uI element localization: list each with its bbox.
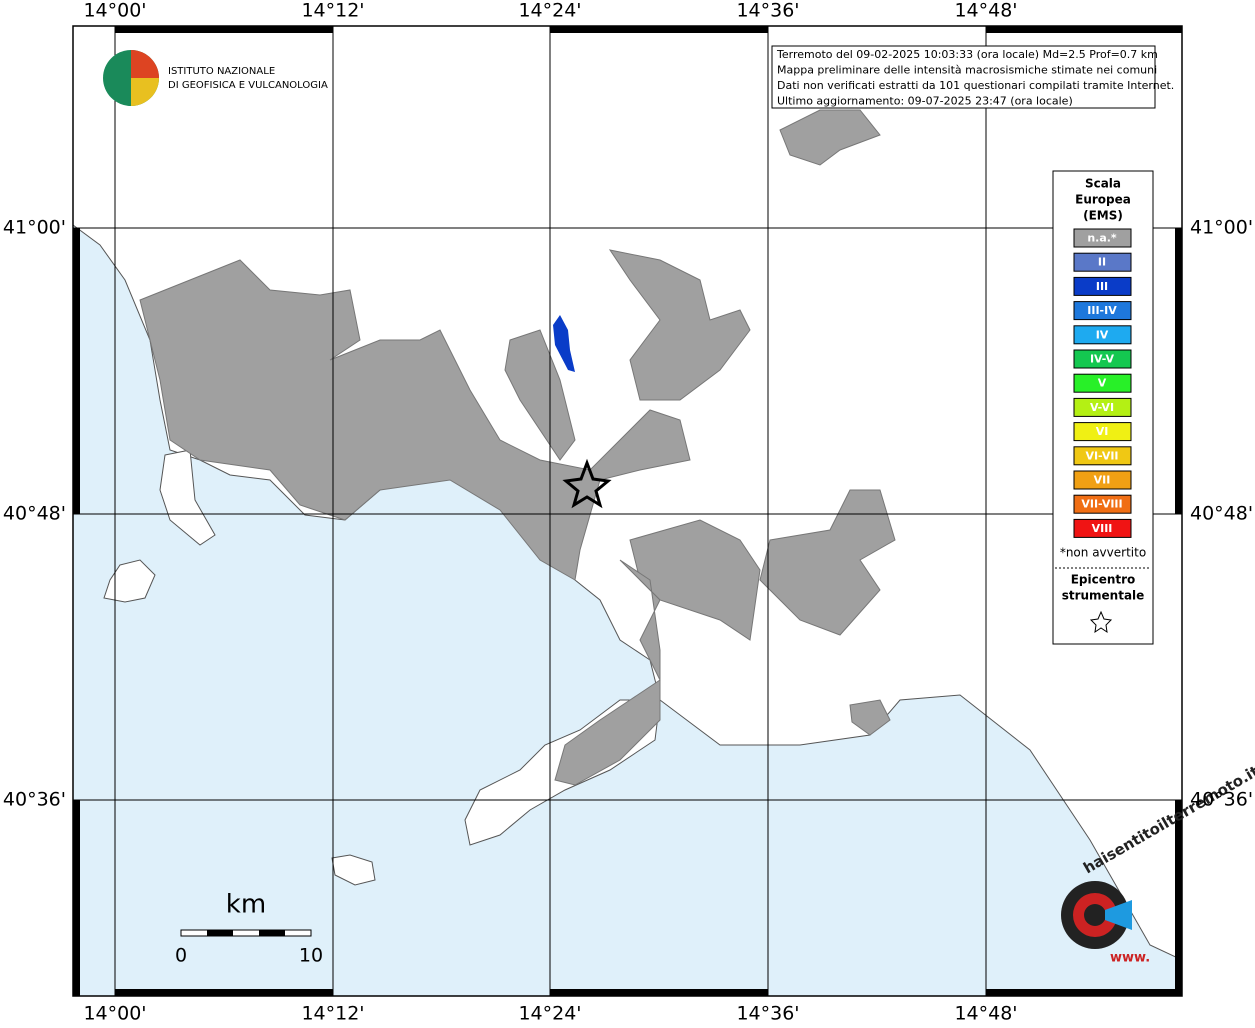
scale-label: 0 <box>175 945 187 967</box>
band <box>73 228 80 514</box>
latitude-label: 41°00' <box>3 217 66 239</box>
legend-swatch <box>1073 446 1132 466</box>
legend-label: VII <box>1094 474 1111 487</box>
scale-bar-segment <box>207 930 233 936</box>
gray-area <box>779 109 881 166</box>
latitude-label: 41°00' <box>1190 217 1253 239</box>
legend-label: VIII <box>1092 522 1113 535</box>
legend-label: VI-VII <box>1085 449 1118 462</box>
band <box>986 26 1182 33</box>
legend-title: Europea <box>1075 193 1131 207</box>
legend-label: VI <box>1096 425 1109 438</box>
logo-text: DI GEOFISICA E VULCANOLOGIA <box>168 80 328 91</box>
gray-area <box>759 489 896 636</box>
band <box>550 26 768 33</box>
longitude-label: 14°36' <box>736 1003 799 1025</box>
longitude-label: 14°00' <box>83 1003 146 1025</box>
info-box <box>771 45 1156 109</box>
longitude-label: 14°12' <box>301 1003 364 1025</box>
legend-swatch <box>1073 325 1132 345</box>
site-logo-ring <box>1084 904 1106 926</box>
legend-swatch <box>1073 301 1132 321</box>
logo-globe-part <box>131 50 159 78</box>
gray-area <box>849 699 891 736</box>
legend-swatch <box>1073 252 1132 272</box>
legend-star <box>1089 610 1113 634</box>
longitude-label: 14°36' <box>736 0 799 22</box>
latitude-label: 40°48' <box>3 503 66 525</box>
band <box>115 26 333 33</box>
longitude-label: 14°12' <box>301 0 364 22</box>
band <box>1175 228 1182 514</box>
band <box>115 989 333 996</box>
info-line: Ultimo aggiornamento: 09-07-2025 23:47 (… <box>777 95 1073 108</box>
legend-label: II <box>1098 256 1106 269</box>
longitude-label: 14°48' <box>954 1003 1017 1025</box>
latitude-label: 40°48' <box>1190 503 1253 525</box>
latitude-label: 40°36' <box>1190 789 1253 811</box>
legend-label: IV-V <box>1090 353 1115 366</box>
longitude-label: 14°24' <box>518 0 581 22</box>
legend-title: (EMS) <box>1083 209 1123 223</box>
graticule <box>73 26 1182 996</box>
legend-swatch <box>1073 494 1132 514</box>
legend-epicenter: Epicentro <box>1071 573 1136 587</box>
legend-label: III-IV <box>1087 304 1117 317</box>
legend-label: V <box>1098 377 1107 390</box>
legend-swatch <box>1073 397 1132 417</box>
epicenter-star <box>562 458 612 509</box>
info-line: Terremoto del 09-02-2025 10:03:33 (ora l… <box>776 48 1158 61</box>
legend-label: III <box>1096 280 1108 293</box>
legend-swatch <box>1073 373 1132 393</box>
legend-title: Scala <box>1085 177 1121 191</box>
legend-label: n.a.* <box>1087 232 1117 245</box>
info-line: Dati non verificati estratti da 101 ques… <box>777 79 1174 92</box>
longitude-label: 14°48' <box>954 0 1017 22</box>
legend-swatch <box>1073 470 1132 490</box>
logo-globe-part <box>131 78 159 106</box>
intensity-na-areas <box>139 109 896 786</box>
legend-swatch <box>1073 276 1132 296</box>
scale-label: 10 <box>299 945 323 967</box>
legend-epicenter: strumentale <box>1062 589 1145 603</box>
frame-bands <box>73 26 1182 996</box>
longitude-label: 14°24' <box>518 1003 581 1025</box>
scale-bar-segment <box>259 930 285 936</box>
gray-area <box>554 559 661 786</box>
gray-area <box>608 249 751 401</box>
logo-text: ISTITUTO NAZIONALE <box>168 66 275 77</box>
ischia <box>103 559 156 603</box>
miseno <box>159 449 216 546</box>
legend-swatch <box>1073 349 1132 369</box>
legend-swatch <box>1073 518 1132 538</box>
legend-swatch <box>1073 228 1132 248</box>
intensity-iii-area <box>553 315 575 372</box>
scale-bar: km 0 10 <box>175 890 323 967</box>
scale-bar-frame <box>180 929 312 937</box>
logo: ISTITUTO NAZIONALE DI GEOFISICA E VULCAN… <box>103 50 328 106</box>
legend-swatch <box>1073 422 1132 442</box>
legend-note: *non avvertito <box>1060 546 1146 560</box>
longitude-label: 14°00' <box>83 0 146 22</box>
legend-label: IV <box>1096 328 1109 341</box>
band <box>73 800 80 996</box>
gray-area <box>139 259 691 581</box>
capri <box>331 854 376 886</box>
scale-unit: km <box>226 890 266 920</box>
band <box>550 989 768 996</box>
site-logo-speaker <box>1105 900 1132 930</box>
legend-label: V-VI <box>1090 401 1114 414</box>
site-logo-url: www. <box>1110 951 1150 966</box>
info-line: Mappa preliminare delle intensità macros… <box>777 64 1157 77</box>
band <box>986 989 1182 996</box>
legend-label: VII-VIII <box>1081 498 1122 511</box>
band <box>1175 800 1182 996</box>
gray-area <box>504 329 576 461</box>
latitude-label: 40°36' <box>3 789 66 811</box>
